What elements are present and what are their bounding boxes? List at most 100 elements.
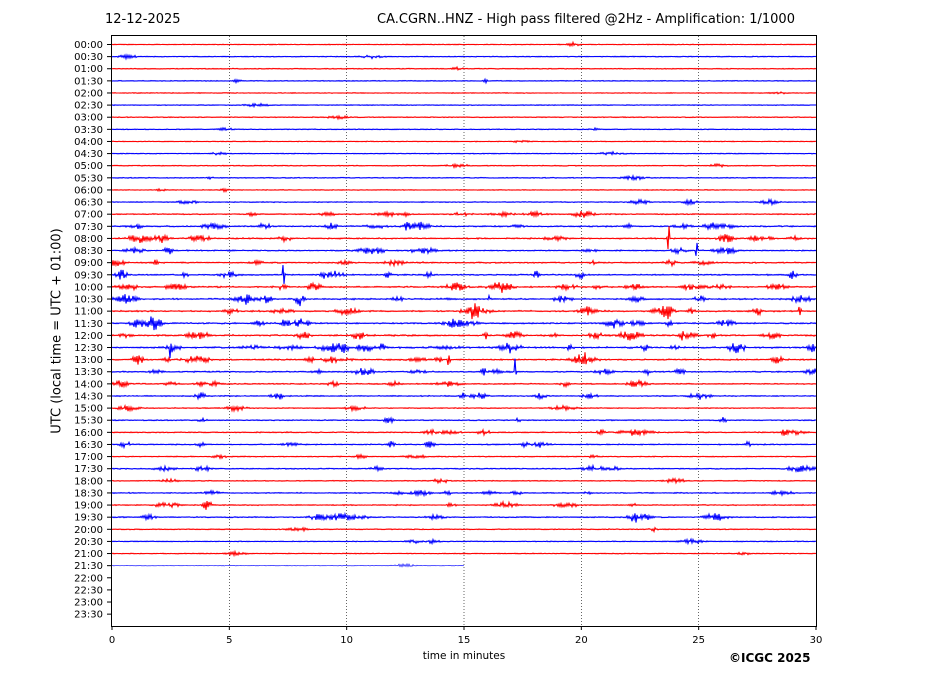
trace-1700 [111, 453, 817, 460]
trace-0430 [111, 150, 817, 156]
copyright-label: ©ICGC 2025 [729, 651, 811, 665]
y-axis-label: UTC (local time = UTC + 01:00) [49, 228, 65, 434]
trace-0100 [111, 65, 817, 72]
trace-1230 [111, 342, 817, 359]
trace-1600 [111, 428, 817, 437]
x-tick-label: 10 [340, 635, 353, 646]
trace-0300 [111, 114, 817, 121]
y-tick-label: 11:00 [74, 307, 103, 318]
y-tick-label: 08:00 [74, 234, 103, 245]
y-tick-label: 10:30 [74, 295, 103, 306]
trace-1530 [111, 416, 817, 425]
grid-lines [229, 36, 699, 626]
x-axis: 0 5 10 15 20 25 30 [109, 626, 823, 646]
y-tick-label: 18:00 [74, 476, 103, 487]
x-axis-label: time in minutes [422, 650, 506, 662]
y-tick-label: 19:30 [74, 513, 103, 524]
y-tick-label: 22:30 [74, 585, 103, 596]
trace-1500 [111, 403, 817, 413]
trace-1130 [111, 316, 817, 331]
x-tick-label: 0 [109, 635, 115, 646]
trace-0130 [111, 77, 817, 85]
y-tick-label: 07:00 [74, 210, 103, 221]
trace-0630 [111, 197, 817, 207]
trace-2130 [111, 562, 465, 568]
y-tick-label: 04:00 [74, 137, 103, 148]
y-tick-label: 22:00 [74, 573, 103, 584]
trace-1330 [111, 358, 817, 377]
y-tick-label: 09:30 [74, 270, 103, 281]
trace-0030 [111, 53, 817, 61]
y-tick-label: 23:00 [74, 598, 103, 609]
y-tick-label: 04:30 [74, 149, 103, 160]
y-tick-label: 23:30 [74, 610, 103, 621]
y-tick-label: 16:30 [74, 440, 103, 451]
y-tick-label: 00:00 [74, 40, 103, 51]
trace-0800 [111, 226, 817, 250]
trace-0400 [111, 139, 817, 144]
x-tick-label: 25 [692, 635, 705, 646]
trace-1200 [111, 330, 817, 341]
y-tick-label: 19:00 [74, 501, 103, 512]
trace-0200 [111, 91, 817, 95]
trace-1630 [111, 440, 817, 450]
x-tick-label: 5 [226, 635, 232, 646]
y-tick-label: 21:30 [74, 561, 103, 572]
y-tick-label: 06:00 [74, 185, 103, 196]
trace-1300 [111, 352, 817, 365]
trace-group [111, 40, 817, 568]
trace-2100 [111, 549, 817, 558]
date-label: 12-12-2025 [105, 12, 181, 27]
trace-2000 [111, 526, 817, 534]
trace-1100 [111, 303, 817, 320]
y-tick-label: 06:30 [74, 198, 103, 209]
y-tick-label: 02:00 [74, 88, 103, 99]
trace-0500 [111, 162, 817, 169]
y-tick-label: 02:30 [74, 101, 103, 112]
trace-2030 [111, 537, 817, 546]
trace-0730 [111, 221, 817, 231]
y-tick-label: 16:00 [74, 428, 103, 439]
x-tick-label: 30 [810, 635, 823, 646]
trace-0600 [111, 187, 817, 194]
trace-1800 [111, 477, 817, 485]
x-tick-label: 15 [458, 635, 471, 646]
trace-1730 [111, 463, 817, 473]
trace-0330 [111, 126, 817, 132]
y-tick-label: 20:00 [74, 525, 103, 536]
trace-0930 [111, 265, 817, 284]
trace-0900 [111, 258, 817, 268]
y-tick-label: 01:00 [74, 64, 103, 75]
y-tick-label: 10:00 [74, 282, 103, 293]
y-tick-label: 15:30 [74, 416, 103, 427]
chart-title: CA.CGRN..HNZ - High pass filtered @2Hz -… [377, 12, 795, 27]
y-tick-label: 07:30 [74, 222, 103, 233]
y-tick-label: 01:30 [74, 76, 103, 87]
trace-0230 [111, 102, 817, 109]
trace-1030 [111, 293, 817, 307]
y-tick-label: 18:30 [74, 488, 103, 499]
y-tick-label: 17:00 [74, 452, 103, 463]
y-tick-label: 08:30 [74, 246, 103, 257]
y-tick-label: 12:30 [74, 343, 103, 354]
trace-0700 [111, 209, 817, 219]
trace-1000 [111, 281, 817, 293]
y-tick-label: 14:00 [74, 379, 103, 390]
trace-0530 [111, 174, 817, 182]
y-tick-label: 15:00 [74, 404, 103, 415]
y-tick-label: 00:30 [74, 52, 103, 63]
y-tick-label: 09:00 [74, 258, 103, 269]
y-tick-label: 14:30 [74, 391, 103, 402]
y-tick-label: 05:00 [74, 161, 103, 172]
trace-1830 [111, 489, 817, 498]
trace-1400 [111, 378, 817, 389]
trace-1430 [111, 391, 817, 401]
trace-0000 [111, 40, 817, 48]
trace-1900 [111, 499, 817, 510]
x-tick-label: 20 [575, 635, 588, 646]
y-tick-label: 11:30 [74, 319, 103, 330]
y-tick-label: 13:30 [74, 367, 103, 378]
y-tick-label: 17:30 [74, 464, 103, 475]
